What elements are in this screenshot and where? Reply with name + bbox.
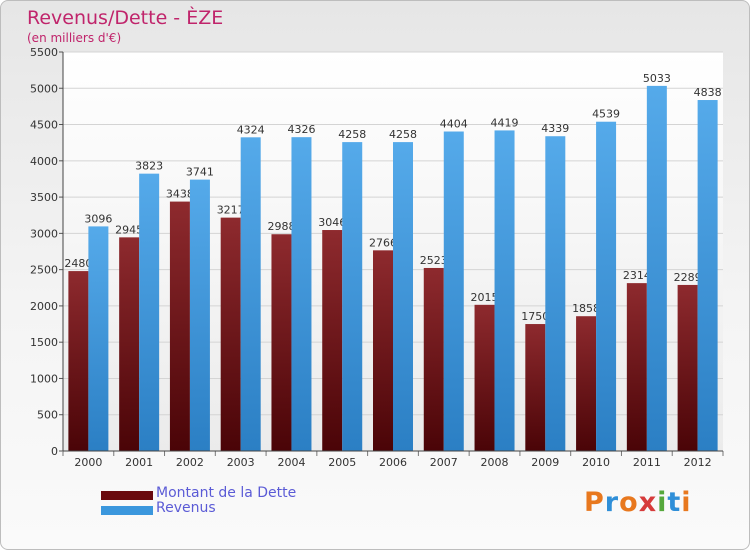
bar-debt: [119, 237, 140, 451]
logo-letter: i: [681, 487, 692, 518]
y-tick-label: 0: [51, 445, 58, 458]
x-tick-label: 2005: [328, 456, 356, 469]
bar-revenue: [88, 226, 109, 451]
y-tick-label: 3500: [30, 191, 58, 204]
bar-revenue: [596, 121, 617, 451]
data-label-revenue: 4258: [389, 128, 417, 141]
bar-debt: [220, 217, 241, 451]
data-label-debt: 2015: [471, 291, 499, 304]
data-label-revenue: 4838: [694, 86, 722, 99]
legend-swatch-debt: [101, 491, 153, 500]
bar-debt: [68, 271, 89, 451]
data-label-debt: 2945: [115, 223, 143, 236]
x-tick-label: 2002: [176, 456, 204, 469]
bar-revenue: [189, 179, 210, 451]
bar-revenue: [139, 173, 160, 451]
legend-label-debt: Montant de la Dette: [156, 485, 297, 501]
data-label-debt: 3438: [166, 188, 194, 201]
bar-revenue: [291, 137, 312, 451]
bar-debt: [373, 250, 393, 451]
logo-letter: P: [584, 487, 605, 518]
bar-debt: [169, 201, 190, 451]
data-label-revenue: 3096: [84, 212, 112, 225]
y-tick-label: 3000: [30, 227, 58, 240]
data-label-debt: 2988: [267, 220, 295, 233]
y-tick-label: 1500: [30, 336, 58, 349]
bar-revenue: [443, 131, 464, 451]
bar-revenue: [697, 100, 718, 452]
legend-label-revenue: Revenus: [156, 500, 216, 516]
bar-debt: [576, 316, 597, 451]
data-label-revenue: 5033: [643, 72, 671, 85]
data-label-revenue: 4419: [491, 116, 519, 129]
y-tick-label: 5000: [30, 82, 58, 95]
bar-debt: [423, 267, 444, 451]
bar-revenue: [342, 142, 363, 452]
data-label-revenue: 3823: [135, 160, 163, 173]
bar-debt: [677, 284, 698, 451]
data-label-debt: 1750: [521, 310, 549, 323]
bar-revenue: [494, 130, 515, 451]
data-label-debt: 2480: [64, 257, 92, 270]
x-tick-label: 2010: [582, 456, 610, 469]
x-tick-label: 2003: [227, 456, 255, 469]
bar-revenue: [393, 142, 413, 452]
y-tick-label: 2500: [30, 264, 58, 277]
data-label-debt: 3217: [217, 204, 245, 217]
x-tick-label: 2004: [277, 456, 305, 469]
legend-swatch-revenue: [101, 506, 153, 515]
proxiti-logo: Proxiti: [584, 487, 692, 518]
x-tick-label: 2007: [430, 456, 458, 469]
x-tick-label: 2001: [125, 456, 153, 469]
bar-revenue: [646, 85, 667, 452]
data-label-revenue: 4539: [592, 108, 620, 121]
chart-title: Revenus/Dette - ÈZE: [27, 7, 224, 29]
logo-letter: x: [638, 487, 658, 518]
y-tick-label: 5500: [30, 46, 58, 59]
bar-debt: [322, 230, 343, 451]
x-tick-label: 2000: [74, 456, 102, 469]
logo-letter: o: [619, 487, 639, 518]
bar-debt: [626, 283, 647, 451]
data-label-revenue: 4326: [287, 123, 315, 136]
x-tick-label: 2012: [684, 456, 712, 469]
data-label-debt: 2314: [623, 269, 651, 282]
data-label-debt: 2289: [674, 271, 702, 284]
y-tick-label: 500: [37, 409, 58, 422]
logo-letter: t: [667, 487, 682, 518]
data-label-debt: 2766: [369, 236, 397, 249]
x-tick-label: 2011: [633, 456, 661, 469]
data-label-revenue: 3741: [186, 166, 214, 179]
bar-debt: [474, 304, 495, 451]
bar-revenue: [240, 137, 261, 451]
y-tick-label: 2000: [30, 300, 58, 313]
data-label-debt: 1858: [572, 302, 600, 315]
bar-debt: [525, 324, 546, 451]
data-label-debt: 3046: [318, 216, 346, 229]
logo-letter: r: [604, 487, 620, 518]
x-tick-label: 2008: [481, 456, 509, 469]
bar-revenue: [545, 136, 566, 451]
logo-letter: i: [657, 487, 668, 518]
y-tick-label: 1000: [30, 372, 58, 385]
data-label-revenue: 4324: [237, 123, 265, 136]
x-tick-label: 2006: [379, 456, 407, 469]
data-label-debt: 2523: [420, 254, 448, 267]
y-tick-label: 4000: [30, 155, 58, 168]
data-label-revenue: 4404: [440, 118, 468, 131]
bar-debt: [271, 234, 292, 451]
data-label-revenue: 4258: [338, 128, 366, 141]
y-tick-label: 4500: [30, 119, 58, 132]
data-label-revenue: 4339: [541, 122, 569, 135]
chart-subtitle: (en milliers d'€): [27, 31, 122, 45]
x-tick-label: 2009: [531, 456, 559, 469]
